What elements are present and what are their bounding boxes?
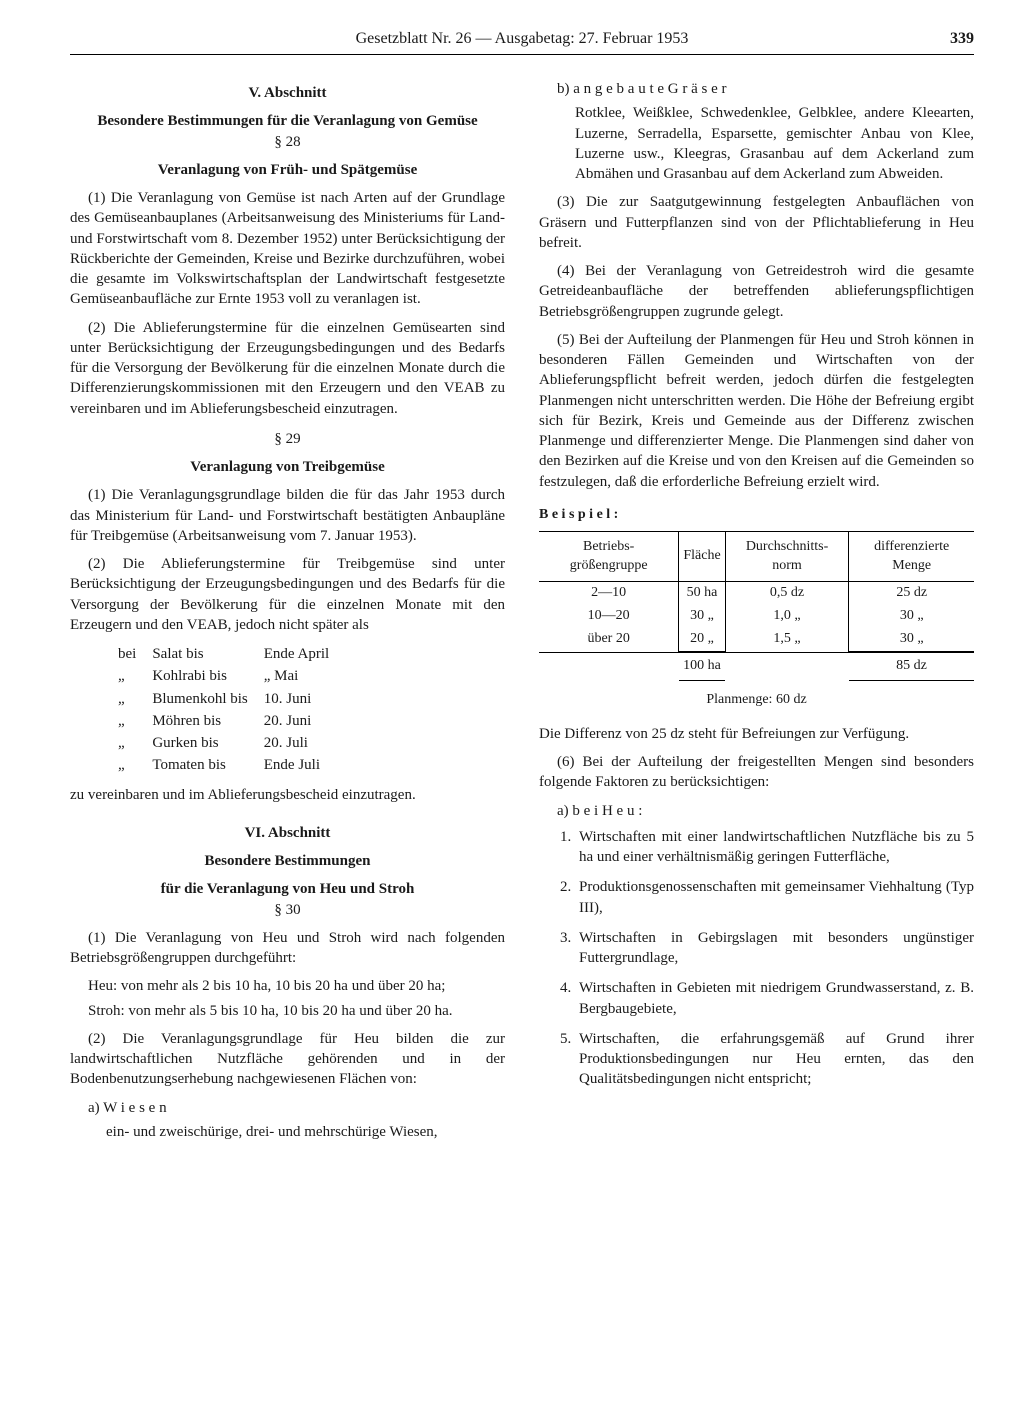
section-6-sub1: Besondere Bestimmungen: [70, 851, 505, 871]
p6-a-label: a) b e i H e u :: [557, 801, 974, 821]
p29-tail: zu vereinbaren und im Ablieferungsbesche…: [70, 785, 505, 805]
p30-stroh: Stroh: von mehr als 5 bis 10 ha, 10 bis …: [88, 1001, 505, 1021]
p28-num: § 28: [70, 132, 505, 152]
calc-head: Durchschnitts- norm: [725, 531, 849, 582]
calc-head: Fläche: [679, 531, 725, 582]
p30-a-label: a) W i e s e n: [88, 1098, 505, 1118]
list-item: Wirtschaften mit einer landwirtschaftlic…: [575, 827, 974, 868]
p30-5: (5) Bei der Aufteilung der Planmengen fü…: [539, 330, 974, 492]
date-row: „Kohlrabi bis„ Mai: [110, 665, 337, 687]
p30-heu: Heu: von mehr als 2 bis 10 ha, 10 bis 20…: [88, 976, 505, 996]
list-item: Produktionsgenossenschaften mit gemeinsa…: [575, 877, 974, 918]
date-row: beiSalat bisEnde April: [110, 643, 337, 665]
p29-1: (1) Die Veranlagungsgrundlage bilden die…: [70, 485, 505, 546]
dates-table: beiSalat bisEnde April „Kohlrabi bis„ Ma…: [110, 643, 337, 777]
p28-1: (1) Die Veranlagung von Gemüse ist nach …: [70, 188, 505, 310]
p28-2: (2) Die Ablieferungstermine für die einz…: [70, 318, 505, 419]
beispiel-label: B e i s p i e l :: [539, 506, 974, 525]
calc-head-row: Betriebs- größengruppe Fläche Durchschni…: [539, 531, 974, 582]
list-item: Wirtschaften in Gebirgslagen mit besonde…: [575, 928, 974, 969]
section-5-sub: Besondere Bestimmungen für die Veranlagu…: [70, 111, 505, 131]
p30-1: (1) Die Veranlagung von Heu und Stroh wi…: [70, 928, 505, 969]
calc-row: 2—1050 ha0,5 dz25 dz: [539, 582, 974, 605]
calc-sum-row: 100 ha 85 dz: [539, 652, 974, 680]
header-text: Gesetzblatt Nr. 26 — Ausgabetag: 27. Feb…: [356, 30, 689, 47]
right-column: b) a n g e b a u t e G r ä s e r Rotklee…: [539, 75, 974, 1146]
date-row: „Gurken bis20. Juli: [110, 732, 337, 754]
diff-text: Die Differenz von 25 dz steht für Befrei…: [539, 724, 974, 744]
date-row: „Möhren bis20. Juni: [110, 710, 337, 732]
p30-3: (3) Die zur Saatgutgewinnung festgelegte…: [539, 192, 974, 253]
p30-4: (4) Bei der Veranlagung von Getreidestro…: [539, 261, 974, 322]
calc-row: 10—2030 „1,0 „30 „: [539, 605, 974, 628]
p29-num: § 29: [70, 429, 505, 449]
calc-table: Betriebs- größengruppe Fläche Durchschni…: [539, 531, 974, 681]
left-column: V. Abschnitt Besondere Bestimmungen für …: [70, 75, 505, 1146]
p30-num: § 30: [70, 900, 505, 920]
b-label: b) a n g e b a u t e G r ä s e r: [557, 79, 974, 99]
date-row: „Tomaten bisEnde Juli: [110, 754, 337, 776]
p28-title: Veranlagung von Früh- und Spätgemüse: [70, 160, 505, 180]
section-5-title: V. Abschnitt: [70, 83, 505, 103]
list-item: Wirtschaften in Gebieten mit niedrigem G…: [575, 978, 974, 1019]
planmenge: Planmenge: 60 dz: [539, 691, 974, 710]
p30-a-text: ein- und zweischürige, drei- und mehrsch…: [106, 1122, 505, 1142]
calc-head: Betriebs- größengruppe: [539, 531, 679, 582]
p6-a-list: Wirtschaften mit einer landwirtschaftlic…: [575, 827, 974, 1090]
p30-6: (6) Bei der Aufteilung der freigestellte…: [539, 752, 974, 793]
p29-2: (2) Die Ablieferungstermine für Treibgem…: [70, 554, 505, 635]
calc-row: über 2020 „1,5 „30 „: [539, 628, 974, 652]
columns: V. Abschnitt Besondere Bestimmungen für …: [70, 75, 974, 1146]
running-head: Gesetzblatt Nr. 26 — Ausgabetag: 27. Feb…: [70, 30, 974, 55]
section-6-title: VI. Abschnitt: [70, 823, 505, 843]
page-number: 339: [950, 30, 974, 48]
p30-2: (2) Die Veranlagungsgrundlage für Heu bi…: [70, 1029, 505, 1090]
section-6-sub2: für die Veranlagung von Heu und Stroh: [70, 879, 505, 899]
p29-title: Veranlagung von Treibgemüse: [70, 457, 505, 477]
page: Gesetzblatt Nr. 26 — Ausgabetag: 27. Feb…: [0, 0, 1024, 1186]
date-row: „Blumenkohl bis10. Juni: [110, 688, 337, 710]
b-text: Rotklee, Weißklee, Schwedenklee, Gelbkle…: [575, 103, 974, 184]
list-item: Wirtschaften, die erfahrungsgemäß auf Gr…: [575, 1029, 974, 1090]
calc-head: differenzierte Menge: [849, 531, 974, 582]
